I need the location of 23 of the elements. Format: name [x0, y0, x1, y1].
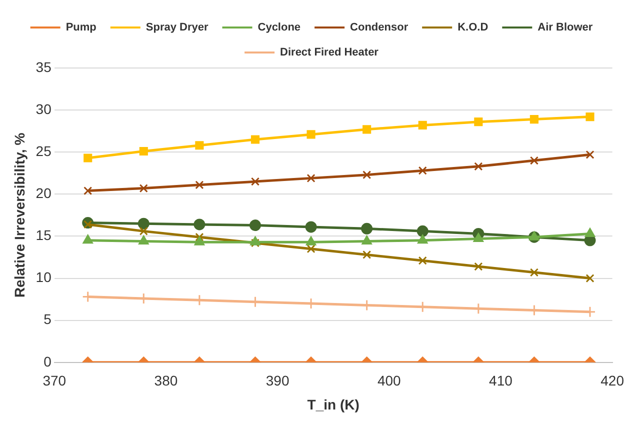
x-tick-label: 380	[154, 372, 178, 389]
legend-label: Air Blower	[538, 22, 594, 34]
y-axis-title: Relative Irreversibility, %	[11, 132, 28, 298]
x-tick-label: 410	[489, 372, 513, 389]
y-tick-label: 15	[36, 227, 52, 244]
legend-label: Pump	[66, 22, 97, 34]
x-tick-label: 420	[600, 372, 624, 389]
x-tick-label: 370	[42, 372, 66, 389]
y-tick-label: 0	[44, 353, 52, 370]
y-tick-label: 25	[36, 142, 52, 159]
legend-label: K.O.D	[458, 22, 488, 34]
y-tick-label: 10	[36, 269, 52, 286]
y-tick-label: 20	[36, 185, 52, 202]
y-tick-label: 35	[36, 58, 52, 75]
legend-label: Spray Dryer	[146, 22, 209, 34]
y-tick-label: 30	[36, 100, 52, 117]
x-axis-title: T_in (K)	[307, 396, 360, 412]
y-tick-label: 5	[44, 311, 52, 328]
x-tick-label: 400	[377, 372, 402, 389]
legend-label: Direct Fired Heater	[280, 46, 380, 59]
x-tick-label: 390	[266, 372, 290, 389]
legend-label: Condensor	[350, 22, 409, 34]
legend-label: Cyclone	[258, 22, 301, 34]
